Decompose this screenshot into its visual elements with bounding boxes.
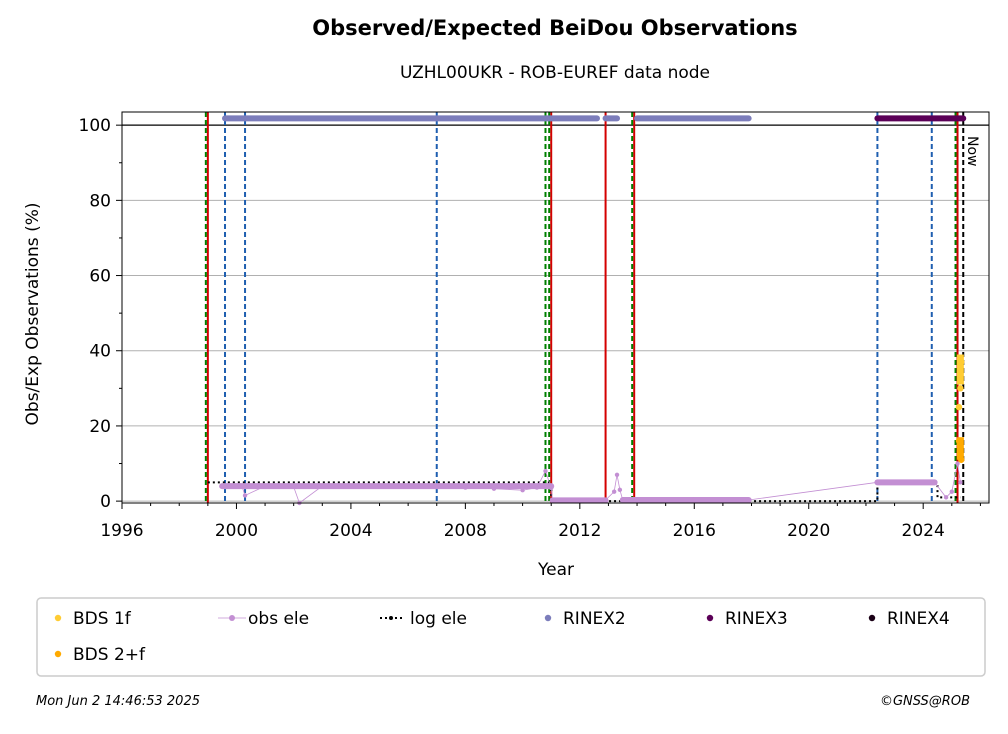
obs-ele-point (348, 484, 354, 489)
obs-ele-point (291, 484, 296, 490)
legend-item: RINEX2 (544, 609, 626, 629)
obs-ele-point (549, 485, 554, 491)
obs-ele-point (405, 484, 411, 489)
x-tick-label: 2024 (902, 521, 945, 541)
x-tick-label: 2012 (558, 521, 601, 541)
footer-date: Mon Jun 2 14:46:53 2025 (36, 694, 200, 709)
now-label: Now (964, 136, 980, 167)
obs-ele-point (577, 498, 583, 503)
legend-marker (229, 615, 235, 621)
x-tick-label: 2016 (673, 521, 716, 541)
x-tick-label: 2020 (787, 521, 830, 541)
obs-ele-point (239, 484, 245, 490)
y-axis-label: Obs/Exp Observations (%) (23, 203, 43, 426)
legend-marker (54, 614, 62, 622)
legend-item: obs ele (218, 609, 309, 629)
obs-ele-point (603, 497, 608, 503)
plot-frame (121, 111, 990, 504)
obs-ele-point (434, 484, 439, 489)
obs-ele-point (550, 498, 555, 503)
legend-item: log ele (380, 609, 467, 629)
obs-ele-point (943, 495, 949, 500)
obs-ele-point (463, 485, 468, 490)
obs-ele-point (520, 488, 525, 493)
chart-subtitle: UZHL00UKR - ROB-EUREF data node (399, 63, 711, 83)
obs-ele-point (242, 493, 248, 498)
obs-ele-point (617, 487, 623, 493)
x-axis-label: Year (537, 560, 574, 580)
grid (122, 124, 989, 502)
legend-marker (544, 614, 552, 622)
obs-ele-point (320, 483, 325, 489)
obs-ele-point (955, 461, 960, 466)
footer-credit: ©GNSS@ROB (879, 694, 970, 709)
legend-label: BDS 2+f (73, 645, 146, 665)
event-lines (204, 112, 965, 503)
obs-ele-point (746, 497, 751, 503)
legend-marker (54, 650, 62, 658)
chart: 0 20 40 60 80 100 1996 2000 2004 2008 2012 2016 2020… (23, 111, 990, 677)
obs-ele-point (958, 480, 963, 485)
y-tick-label: 20 (89, 417, 111, 437)
obs-ele-point (634, 497, 640, 503)
legend-item: BDS 1f (54, 609, 132, 629)
legend-label: log ele (410, 609, 467, 629)
legend-item: RINEX3 (706, 609, 788, 629)
y-tick-label: 0 (100, 492, 111, 512)
obs-ele-point (620, 497, 625, 503)
legend-label: RINEX2 (563, 609, 626, 629)
obs-ele-point (491, 486, 497, 491)
legend-marker (706, 614, 714, 622)
y-tick-label: 80 (89, 191, 111, 211)
y-tick-label: 60 (89, 267, 111, 287)
legend-label: RINEX4 (887, 609, 950, 629)
bds1f-point (955, 403, 963, 411)
axes: 0 20 40 60 80 100 1996 2000 2004 2008 2012 2016 2020… (79, 116, 981, 541)
legend-item: BDS 2+f (54, 645, 146, 665)
y-tick-label: 100 (79, 116, 111, 136)
obs-ele-point (692, 497, 697, 503)
legend: BDS 1f obs ele log ele RINEX2 RINEX3 RINEX4 BD… (36, 597, 986, 677)
obs-ele-point (377, 484, 382, 490)
legend-marker (868, 614, 876, 622)
obs-ele-point (534, 485, 540, 490)
obs-ele-point (219, 483, 225, 489)
legend-item: RINEX4 (868, 609, 950, 629)
bds1f-point (957, 385, 964, 392)
legend-box (36, 597, 986, 677)
legend-label: BDS 1f (73, 609, 132, 629)
x-tick-label: 2004 (329, 521, 372, 541)
obs-ele-point (875, 480, 880, 485)
obs-ele-point (932, 480, 937, 485)
obs-ele-point (949, 489, 955, 494)
legend-label: obs ele (248, 609, 309, 629)
x-tick-label: 1996 (100, 521, 143, 541)
obs-ele-point (543, 468, 548, 474)
obs-ele-point (611, 489, 617, 494)
legend-marker (389, 616, 393, 620)
x-tick-label: 2000 (215, 521, 258, 541)
y-tick-label: 40 (89, 342, 111, 362)
x-tick-label: 2008 (444, 521, 487, 541)
series (207, 115, 967, 506)
obs-ele-point (262, 483, 268, 489)
obs-ele-point (614, 472, 620, 478)
chart-title: Observed/Expected BeiDou Observations (312, 16, 798, 40)
legend-label: RINEX3 (725, 609, 788, 629)
